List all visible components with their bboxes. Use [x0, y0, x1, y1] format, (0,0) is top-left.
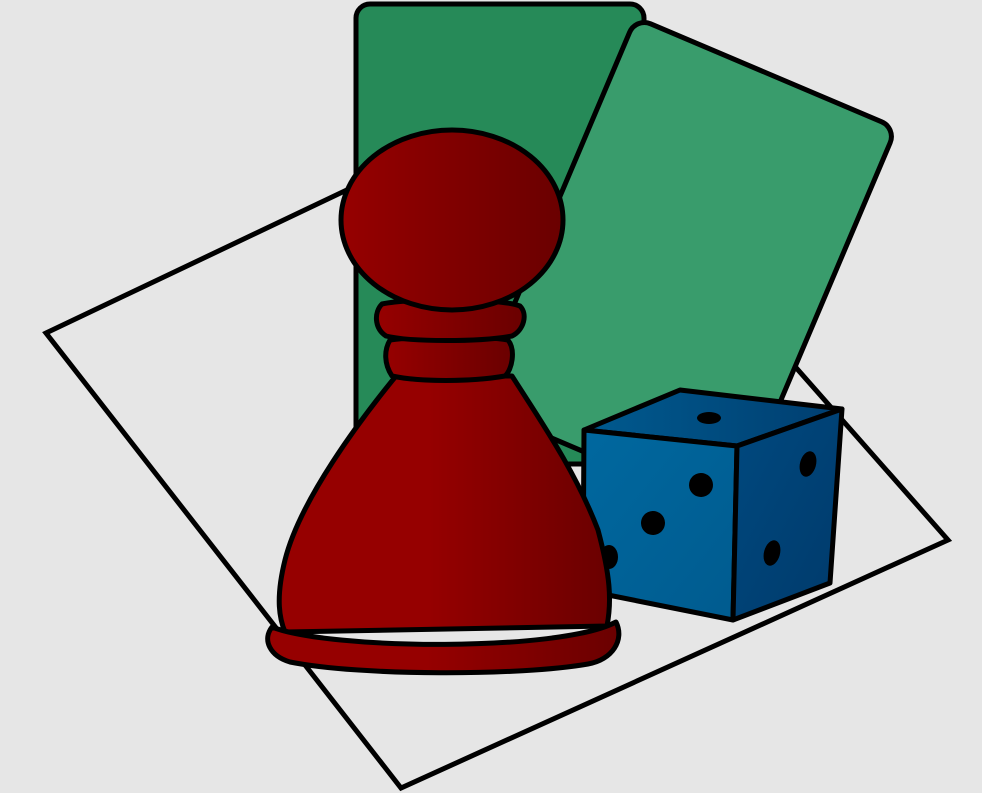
die — [580, 387, 845, 623]
die-pip-front-2 — [641, 511, 665, 535]
pawn — [265, 127, 622, 676]
die-pip-right-1 — [799, 451, 817, 477]
pawn-head — [338, 127, 566, 313]
die-pip-right-2 — [763, 540, 781, 566]
die-pip-front-1 — [689, 473, 713, 497]
die-pip-top — [697, 412, 721, 424]
pawn-collar-lower — [383, 334, 515, 383]
pawn-base — [265, 619, 622, 676]
